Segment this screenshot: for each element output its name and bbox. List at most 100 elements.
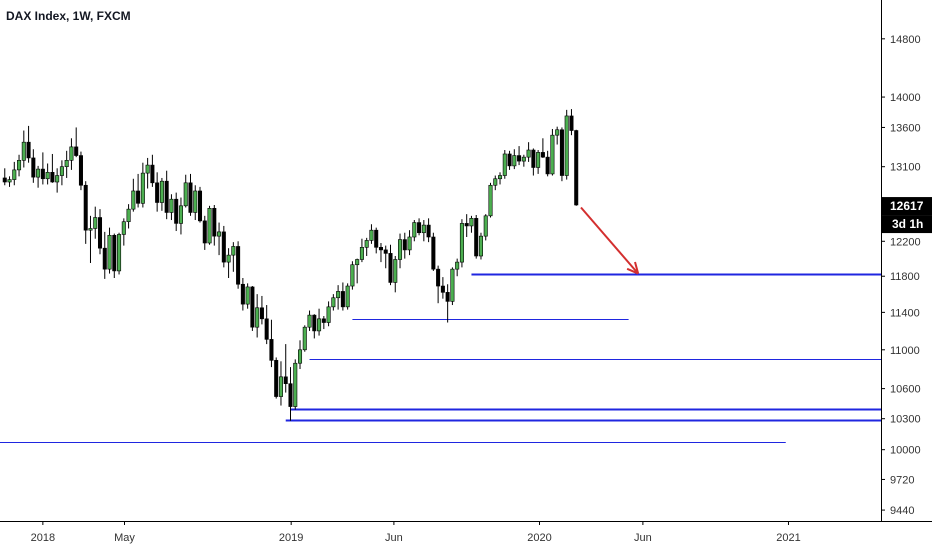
- candle-body: [336, 291, 341, 299]
- time-tick-label: Jun: [385, 532, 403, 544]
- time-tick-label: 2021: [776, 532, 800, 544]
- candle-body: [464, 223, 469, 227]
- candle-body: [540, 152, 545, 158]
- forecast-arrow-head: [634, 261, 640, 274]
- candle-body: [350, 264, 355, 287]
- candle-body: [440, 285, 445, 293]
- candle-body: [302, 326, 307, 351]
- candle-body: [493, 178, 498, 186]
- forecast-arrow-head: [626, 267, 639, 275]
- current-price-label: 12617: [890, 199, 924, 213]
- candle-body: [417, 222, 422, 234]
- candle-body: [559, 129, 564, 176]
- candle-body: [393, 259, 398, 283]
- candle-body: [412, 222, 417, 238]
- candle-body: [402, 239, 407, 251]
- candle-body: [97, 217, 103, 249]
- candle-body: [140, 172, 145, 204]
- candle-body: [483, 215, 488, 237]
- candle-body: [145, 164, 150, 174]
- candle-body: [93, 217, 98, 229]
- candle-body: [283, 376, 288, 384]
- candle-body: [164, 180, 169, 213]
- candle-body: [12, 169, 17, 180]
- candle-body: [545, 156, 550, 175]
- candle-body: [83, 184, 88, 231]
- candle-body: [193, 190, 198, 213]
- candle-body: [345, 285, 350, 308]
- price-tick-label: 13600: [890, 122, 921, 134]
- candle-body: [136, 190, 141, 204]
- candle-body: [288, 383, 293, 407]
- candle-body: [178, 205, 183, 224]
- candle-body: [469, 218, 474, 227]
- candle-body: [445, 292, 450, 302]
- candle-body: [169, 198, 174, 213]
- candle-body: [564, 115, 569, 176]
- candle-body: [359, 247, 364, 260]
- candle-body: [197, 190, 203, 222]
- candle-body: [55, 175, 60, 183]
- candle-body: [131, 190, 136, 210]
- candle-body: [207, 208, 212, 244]
- price-tick-label: 11800: [890, 271, 920, 283]
- current-price-badge: 12617 3d 1h: [882, 197, 932, 234]
- candle-body: [488, 184, 493, 217]
- candle-body: [398, 239, 403, 260]
- candle-body: [450, 268, 455, 302]
- time-tick-label: 2018: [31, 532, 55, 544]
- candle-body: [507, 153, 512, 167]
- candle-body: [536, 152, 541, 168]
- price-tick-label: 11400: [890, 307, 920, 319]
- candle-body: [188, 182, 193, 213]
- candle-body: [407, 236, 412, 251]
- price-tick-label: 10600: [890, 384, 921, 396]
- candle-body: [531, 149, 536, 168]
- candle-body: [17, 160, 22, 171]
- candle-body: [455, 261, 460, 270]
- candle-body: [312, 314, 317, 332]
- candle-body: [226, 254, 231, 263]
- candle-body: [426, 224, 431, 238]
- candle-body: [521, 156, 526, 162]
- chart-title: DAX Index, 1W, FXCM: [6, 9, 131, 23]
- candle-body: [326, 306, 331, 323]
- candle-body: [374, 229, 379, 248]
- candle-body: [550, 134, 555, 175]
- candle-body: [159, 180, 164, 203]
- candle-body: [236, 246, 241, 285]
- candle-body: [574, 130, 579, 206]
- candle-body: [369, 229, 374, 241]
- candle-body: [378, 247, 383, 251]
- candle-body: [569, 115, 574, 131]
- candle-body: [502, 153, 507, 176]
- price-badge-bg: [882, 197, 932, 216]
- price-tick-label: 10000: [890, 445, 921, 457]
- candle-body: [383, 249, 388, 254]
- candle-body: [307, 314, 312, 328]
- candle-body: [59, 166, 64, 176]
- candle-body: [259, 307, 264, 320]
- candle-body: [69, 146, 74, 161]
- candle-body: [269, 339, 274, 361]
- candle-body: [40, 168, 45, 180]
- candle-body: [155, 182, 160, 203]
- candle-body: [107, 234, 112, 270]
- candle-body: [431, 236, 436, 270]
- time-tick-label: May: [114, 532, 135, 544]
- bar-countdown-label: 3d 1h: [892, 217, 923, 231]
- price-tick-label: 13100: [890, 162, 921, 174]
- candle-body: [74, 146, 79, 156]
- candle-body: [331, 297, 336, 308]
- candle-body: [436, 268, 441, 287]
- price-tick-label: 14000: [890, 92, 921, 104]
- time-tick-label: 2019: [279, 532, 303, 544]
- candle-body: [26, 141, 31, 159]
- price-tick-label: 14800: [890, 34, 921, 46]
- price-tick-label: 10300: [890, 414, 921, 426]
- price-tick-label: 9720: [890, 474, 914, 486]
- candle-body: [474, 218, 479, 257]
- candle-body: [174, 198, 179, 224]
